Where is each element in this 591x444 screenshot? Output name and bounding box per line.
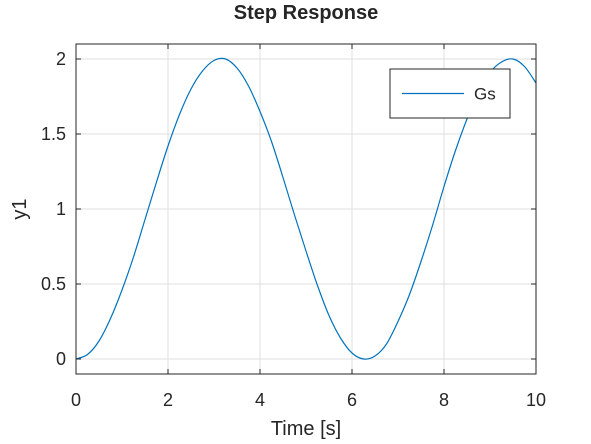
legend-label-gs: Gs <box>474 85 496 104</box>
y-axis-label: y1 <box>9 198 31 219</box>
y-tick-label: 1.5 <box>41 124 66 144</box>
chart-title: Step Response <box>234 2 378 24</box>
x-tick-label: 4 <box>255 390 265 410</box>
y-tick-label: 2 <box>56 49 66 69</box>
series-layer <box>76 57 536 360</box>
series-line-gs <box>76 57 536 360</box>
x-tick-label: 6 <box>347 390 357 410</box>
x-axis-label: Time [s] <box>271 418 341 439</box>
axis-ticks: 0 2 4 6 8 10 0 0.5 1 1.5 2 <box>41 44 546 410</box>
x-tick-label: 8 <box>439 390 449 410</box>
y-tick-label: 0.5 <box>41 274 66 294</box>
x-tick-label: 2 <box>163 390 173 410</box>
x-tick-label: 10 <box>526 390 546 410</box>
x-tick-label: 0 <box>71 390 81 410</box>
y-tick-label: 0 <box>56 349 66 369</box>
y-tick-label: 1 <box>56 199 66 219</box>
legend[interactable]: Gs <box>389 68 511 119</box>
